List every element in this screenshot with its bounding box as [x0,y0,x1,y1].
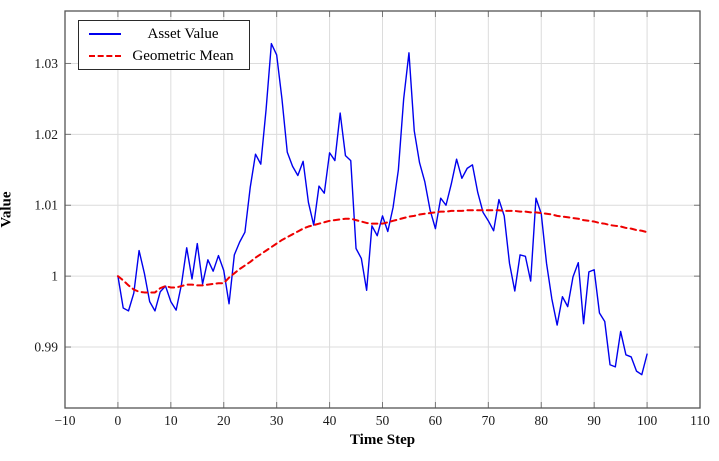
x-tick-label: 10 [164,413,178,428]
x-tick-label: 0 [115,413,122,428]
x-tick-label: 100 [637,413,658,428]
y-tick-label: 1 [51,269,58,284]
y-tick-label: 1.02 [34,127,58,142]
x-tick-label: 80 [535,413,549,428]
legend-item-geometric-mean: Geometric Mean [79,45,249,67]
legend-solid-line-sample [89,33,121,35]
y-axis-label: Value [0,191,15,228]
x-tick-label: 20 [217,413,231,428]
x-tick-label: 50 [376,413,390,428]
x-tick-label: −10 [54,413,75,428]
y-tick-label: 1.03 [34,56,58,71]
x-axis-label: Time Step [349,432,416,448]
series-line-geometric-mean [116,209,649,294]
x-tick-label: 70 [482,413,496,428]
legend-label-asset-value: Asset Value [147,25,219,42]
x-tick-label: 60 [429,413,443,428]
legend-label-geometric-mean: Geometric Mean [132,47,234,64]
plot-frame [64,10,701,409]
legend: Asset Value Geometric Mean [78,20,250,70]
x-tick-label: 30 [270,413,284,428]
series-line-asset-value [117,42,648,376]
legend-item-asset-value: Asset Value [79,23,249,45]
x-tick-label: 90 [587,413,601,428]
y-tick-label: 0.99 [34,340,58,355]
legend-dashed-line-sample [89,55,121,57]
y-tick-label: 1.01 [34,198,58,213]
x-tick-label: 40 [323,413,337,428]
x-tick-label: 110 [690,413,710,428]
